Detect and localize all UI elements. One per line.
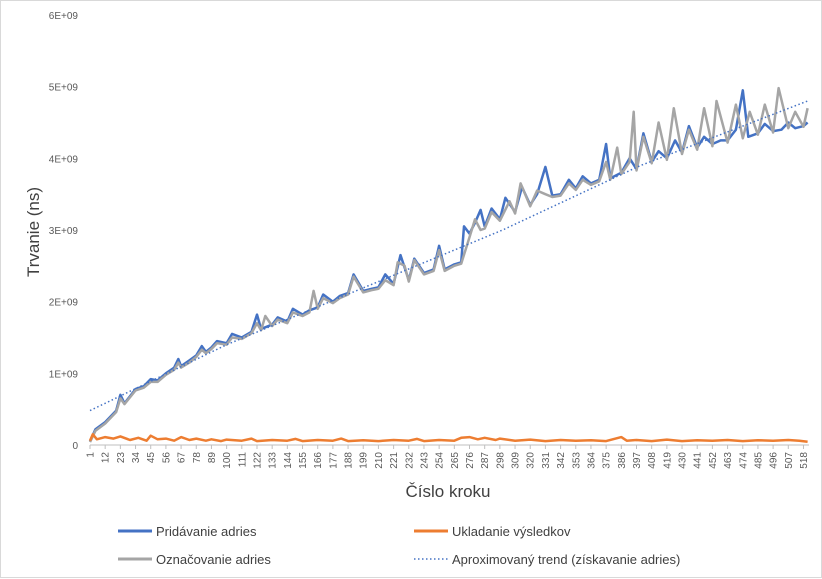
series-line-ozna-ovanie-adries bbox=[88, 86, 809, 443]
x-tick-label: 375 bbox=[602, 452, 613, 469]
x-tick-label: 111 bbox=[237, 452, 248, 468]
x-tick-label: 45 bbox=[146, 452, 157, 464]
x-tick-label: 320 bbox=[526, 452, 537, 469]
x-tick-label: 155 bbox=[298, 452, 309, 469]
series-line-prid-vanie-adries bbox=[88, 89, 809, 442]
x-tick-label: 298 bbox=[495, 452, 506, 469]
y-tick-label: 2E+09 bbox=[49, 298, 79, 309]
x-tick-label: 221 bbox=[389, 452, 400, 469]
legend-item: Pridávanie adries bbox=[118, 524, 257, 539]
legend: Pridávanie adries Ukladanie výsledkov Ozna… bbox=[118, 524, 680, 567]
legend-item: Ukladanie výsledkov bbox=[414, 524, 571, 539]
y-tick-label: 1E+09 bbox=[49, 369, 79, 380]
x-tick-label: 485 bbox=[753, 452, 764, 469]
x-tick-label: 243 bbox=[419, 452, 430, 469]
x-tick-label: 496 bbox=[769, 452, 780, 469]
legend-label: Pridávanie adries bbox=[156, 524, 257, 539]
x-tick-label: 56 bbox=[161, 452, 172, 464]
legend-label: Aproximovaný trend (získavanie adries) bbox=[452, 552, 680, 567]
x-tick-label: 177 bbox=[328, 452, 339, 469]
x-tick-label: 518 bbox=[799, 452, 810, 469]
x-tick-label: 364 bbox=[586, 452, 597, 469]
x-tick-label: 23 bbox=[116, 452, 127, 464]
x-tick-label: 232 bbox=[404, 452, 415, 469]
series-line-ukladanie-v-sledkov bbox=[88, 433, 808, 444]
x-tick-label: 342 bbox=[556, 452, 567, 469]
y-tick-label: 3E+09 bbox=[49, 226, 79, 237]
x-tick-label: 386 bbox=[617, 452, 628, 469]
legend-item: Označovanie adries bbox=[118, 552, 271, 567]
x-tick-label: 474 bbox=[738, 452, 749, 469]
legend-item: Aproximovaný trend (získavanie adries) bbox=[414, 552, 680, 567]
x-tick-label: 331 bbox=[541, 452, 552, 469]
y-tick-label: 6E+09 bbox=[49, 11, 79, 22]
legend-label: Ukladanie výsledkov bbox=[452, 524, 571, 539]
x-tick-label: 100 bbox=[222, 452, 233, 469]
x-tick-label: 309 bbox=[511, 452, 522, 469]
x-tick-label: 12 bbox=[101, 452, 112, 464]
y-tick-label: 5E+09 bbox=[49, 83, 79, 94]
y-tick-label: 4E+09 bbox=[49, 154, 79, 165]
x-tick-label: 507 bbox=[784, 452, 795, 469]
y-axis-title: Trvanie (ns) bbox=[24, 187, 43, 277]
x-tick-label: 78 bbox=[192, 452, 203, 464]
x-tick-label: 397 bbox=[632, 452, 643, 469]
x-tick-label: 133 bbox=[268, 452, 279, 469]
x-tick-label: 452 bbox=[708, 452, 719, 469]
x-tick-label: 89 bbox=[207, 452, 218, 464]
x-tick-label: 430 bbox=[678, 452, 689, 469]
x-tick-label: 441 bbox=[693, 452, 704, 469]
series-line-aproximovan-trend-z-skavanie-adries- bbox=[89, 100, 808, 412]
x-tick-label: 463 bbox=[723, 452, 734, 469]
x-tick-label: 166 bbox=[313, 452, 324, 469]
x-tick-label: 122 bbox=[252, 452, 263, 469]
x-tick-label: 419 bbox=[662, 452, 673, 469]
x-tick-label: 254 bbox=[435, 452, 446, 469]
x-axis-ticks: 1 12 23 34 45 56 67 78 89 100 111 122 133 144 155 166 17… bbox=[86, 445, 810, 469]
y-tick-label: 0 bbox=[72, 441, 78, 452]
x-tick-label: 287 bbox=[480, 452, 491, 469]
x-tick-label: 144 bbox=[283, 452, 294, 469]
series-layer bbox=[88, 86, 809, 444]
x-tick-label: 265 bbox=[450, 452, 461, 469]
x-tick-label: 210 bbox=[374, 452, 385, 469]
x-tick-label: 408 bbox=[647, 452, 658, 469]
x-tick-label: 67 bbox=[177, 452, 188, 464]
x-tick-label: 199 bbox=[359, 452, 370, 469]
y-axis-ticks: 0 1E+09 2E+09 3E+09 4E+09 5E+09 6E+09 bbox=[49, 11, 79, 452]
legend-label: Označovanie adries bbox=[156, 552, 271, 567]
x-tick-label: 276 bbox=[465, 452, 476, 469]
x-tick-label: 353 bbox=[571, 452, 582, 469]
x-tick-label: 34 bbox=[131, 452, 142, 464]
x-axis-title: Číslo kroku bbox=[405, 482, 490, 501]
x-tick-label: 188 bbox=[344, 452, 355, 469]
x-tick-label: 1 bbox=[86, 452, 97, 458]
